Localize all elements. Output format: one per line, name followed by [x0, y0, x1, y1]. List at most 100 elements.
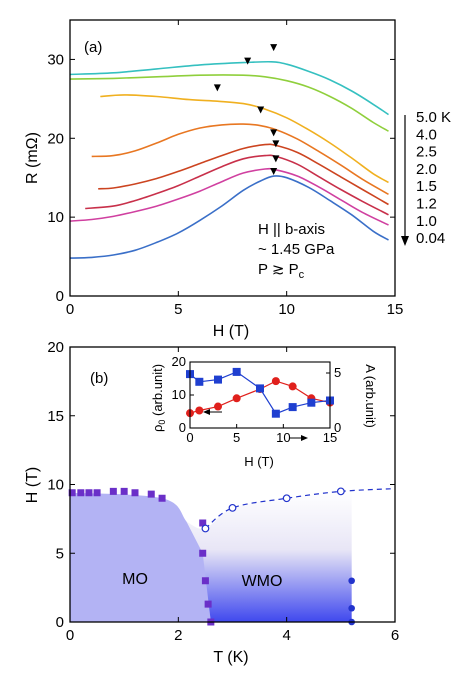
inset-right-arrow-head — [301, 435, 308, 441]
inset-ylabel-left-rest: (arb.unit) — [150, 364, 165, 420]
inset-ylabel-left: ρ0 (arb.unit) — [150, 364, 167, 432]
panel-a-label: (a) — [84, 39, 102, 56]
temperature-label-3: 2.0 — [416, 161, 437, 178]
wmo-point-3 — [336, 487, 345, 496]
inset-ylabel-left-main: ρ — [150, 425, 165, 432]
peak-marker-3 — [257, 106, 265, 114]
inset-point-1-4 — [256, 384, 264, 393]
inset-point-1-6 — [288, 403, 297, 412]
mo-point-0 — [68, 489, 76, 497]
inset-ytick-left-label-1: 10 — [172, 387, 186, 402]
mo-point-3 — [93, 489, 101, 497]
temperature-label-0: 5.0 K — [416, 109, 451, 126]
temperature-label-7: 0.04 — [416, 230, 445, 247]
inset-background — [190, 362, 330, 428]
series-line-6 — [69, 167, 389, 226]
a-xtick-label-2: 10 — [278, 301, 295, 318]
b-ytick-label-0: 0 — [56, 614, 64, 631]
mo-point-7 — [147, 490, 155, 498]
mo-point-8 — [158, 494, 166, 502]
temperature-arrow-head — [401, 236, 409, 246]
temperature-label-4: 1.5 — [416, 178, 437, 195]
annotation-critical-pressure: P ≳ Pc — [258, 261, 305, 281]
wmo-point-1 — [228, 503, 237, 512]
inset-ytick-right-label-0: 0 — [334, 420, 341, 435]
annotation-critical-pressure-sub: c — [299, 269, 305, 281]
annotation-critical-pressure-main: P ≳ P — [258, 261, 299, 278]
series-line-4 — [98, 143, 389, 206]
inset-left-arrow — [203, 409, 222, 415]
a-ytick-label-0: 0 — [56, 288, 64, 305]
a-ytick-label-1: 10 — [47, 209, 64, 226]
temperature-label-1: 4.0 — [416, 126, 437, 143]
region-label-mo: MO — [122, 571, 148, 588]
peak-marker-6 — [272, 155, 280, 163]
mo-point-12 — [204, 600, 212, 608]
series-line-1 — [69, 74, 389, 132]
b-ytick-label-4: 20 — [47, 339, 64, 356]
inset-point-0-6 — [288, 382, 297, 391]
panel-a-annotation: H || b-axis ~ 1.45 GPa P ≳ Pc — [258, 221, 335, 281]
panel-a-xlabel: H (T) — [213, 323, 249, 340]
b-xtick-label-1: 2 — [174, 627, 182, 644]
temperature-label-2: 2.5 — [416, 144, 437, 161]
peak-marker-0 — [270, 44, 278, 52]
inset-xtick-label-2: 10 — [276, 430, 290, 445]
peak-marker-5 — [272, 140, 280, 148]
a-ytick-label-3: 30 — [47, 51, 64, 68]
panel-a-peak-markers — [213, 44, 280, 175]
inset-point-1-5 — [271, 409, 280, 418]
a-xtick-label-0: 0 — [66, 301, 74, 318]
inset-point-0-5 — [271, 377, 280, 386]
inset-point-1-2 — [214, 375, 222, 384]
wmo-boundary-dashed — [205, 488, 396, 529]
temperature-legend: 5.0 K4.02.52.01.51.21.00.04 — [401, 109, 451, 247]
panel-b-xlabel: T (K) — [213, 649, 248, 666]
mo-point-6 — [131, 489, 139, 497]
inset-xtick-label-3: 15 — [323, 430, 337, 445]
inset-xtick-label-1: 5 — [233, 430, 240, 445]
inset-xtick-label-0: 0 — [186, 430, 193, 445]
b-xtick-label-2: 4 — [282, 627, 290, 644]
region-mo-fill — [70, 492, 211, 622]
peak-marker-1 — [244, 57, 252, 65]
inset-ytick-left-label-0: 0 — [179, 420, 186, 435]
inset-ytick-right-label-1: 5 — [334, 365, 341, 380]
wmo-low-point-0 — [348, 577, 355, 585]
inset-ylabel-right: A (arb.unit) — [363, 364, 378, 428]
inset-point-1-1 — [195, 377, 204, 386]
peak-marker-7 — [270, 167, 278, 175]
mo-point-4 — [109, 487, 117, 495]
b-xtick-label-0: 0 — [66, 627, 74, 644]
inset-ytick-left-label-2: 20 — [172, 354, 186, 369]
inset-left-arrow-head — [203, 409, 210, 415]
phase-markers — [68, 487, 355, 626]
a-xtick-label-3: 15 — [387, 301, 404, 318]
panel-a-ticks: 0 5 10 15 0 10 20 30 — [47, 20, 403, 318]
panel-a-ylabel: R (mΩ) — [24, 132, 41, 184]
panel-a-frame — [69, 19, 396, 297]
inset-point-0-1 — [195, 406, 204, 415]
temperature-label-6: 1.0 — [416, 213, 437, 230]
b-ytick-label-1: 5 — [56, 545, 64, 562]
series-line-5 — [85, 154, 389, 216]
series-line-7 — [69, 175, 389, 259]
temperature-label-5: 1.2 — [416, 196, 437, 213]
wmo-point-2 — [282, 494, 291, 503]
region-wmo-fill — [186, 490, 352, 622]
inset-point-1-3 — [232, 367, 241, 376]
region-label-wmo: WMO — [242, 573, 283, 590]
wmo-point-0 — [201, 524, 210, 533]
panel-a-curves — [69, 60, 389, 259]
mo-point-1 — [77, 489, 85, 497]
b-ytick-label-2: 10 — [47, 477, 64, 494]
inset-ylabel-left-sub: 0 — [157, 420, 167, 425]
inset-point-1-7 — [307, 398, 316, 407]
series-line-0 — [69, 60, 389, 116]
annotation-field-direction: H || b-axis — [258, 221, 325, 238]
a-ytick-label-2: 20 — [47, 130, 64, 147]
wmo-low-point-1 — [348, 604, 355, 612]
